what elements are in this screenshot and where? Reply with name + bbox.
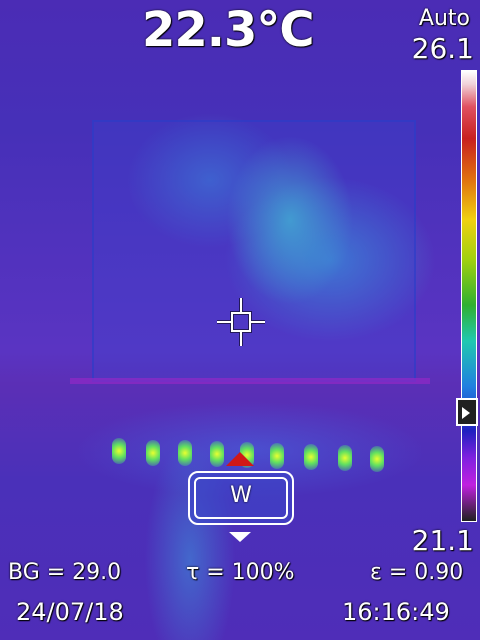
hot-spot <box>210 441 224 467</box>
up-arrow-icon[interactable] <box>226 452 254 466</box>
background-temperature: BG = 29.0 <box>8 560 122 585</box>
hot-spot <box>112 438 126 464</box>
white-balance-selector[interactable]: W <box>188 471 294 525</box>
transmission-value: τ = 100% <box>186 560 295 585</box>
thermal-shelf-edge <box>70 378 430 384</box>
spot-temperature-readout: 22.3°C <box>142 2 315 58</box>
hot-spot <box>338 445 352 471</box>
hot-spot <box>370 446 384 472</box>
range-mode-label[interactable]: Auto <box>418 6 470 31</box>
date-stamp: 24/07/18 <box>16 598 124 626</box>
down-arrow-icon[interactable] <box>229 532 251 542</box>
scale-level-marker-icon[interactable] <box>456 398 478 426</box>
time-stamp: 16:16:49 <box>342 598 450 626</box>
hot-spot <box>304 444 318 470</box>
hot-spot <box>270 443 284 469</box>
color-scale-bar <box>461 70 477 522</box>
white-balance-frame <box>194 477 288 519</box>
hot-spot <box>146 440 160 466</box>
crosshair-icon <box>217 298 265 346</box>
scale-min-value: 21.1 <box>411 524 474 557</box>
white-balance-label: W <box>230 483 252 508</box>
thermal-object-panel <box>92 120 416 382</box>
scale-max-value: 26.1 <box>411 32 474 65</box>
emissivity-value: ε = 0.90 <box>370 560 464 585</box>
hot-spot <box>178 440 192 466</box>
